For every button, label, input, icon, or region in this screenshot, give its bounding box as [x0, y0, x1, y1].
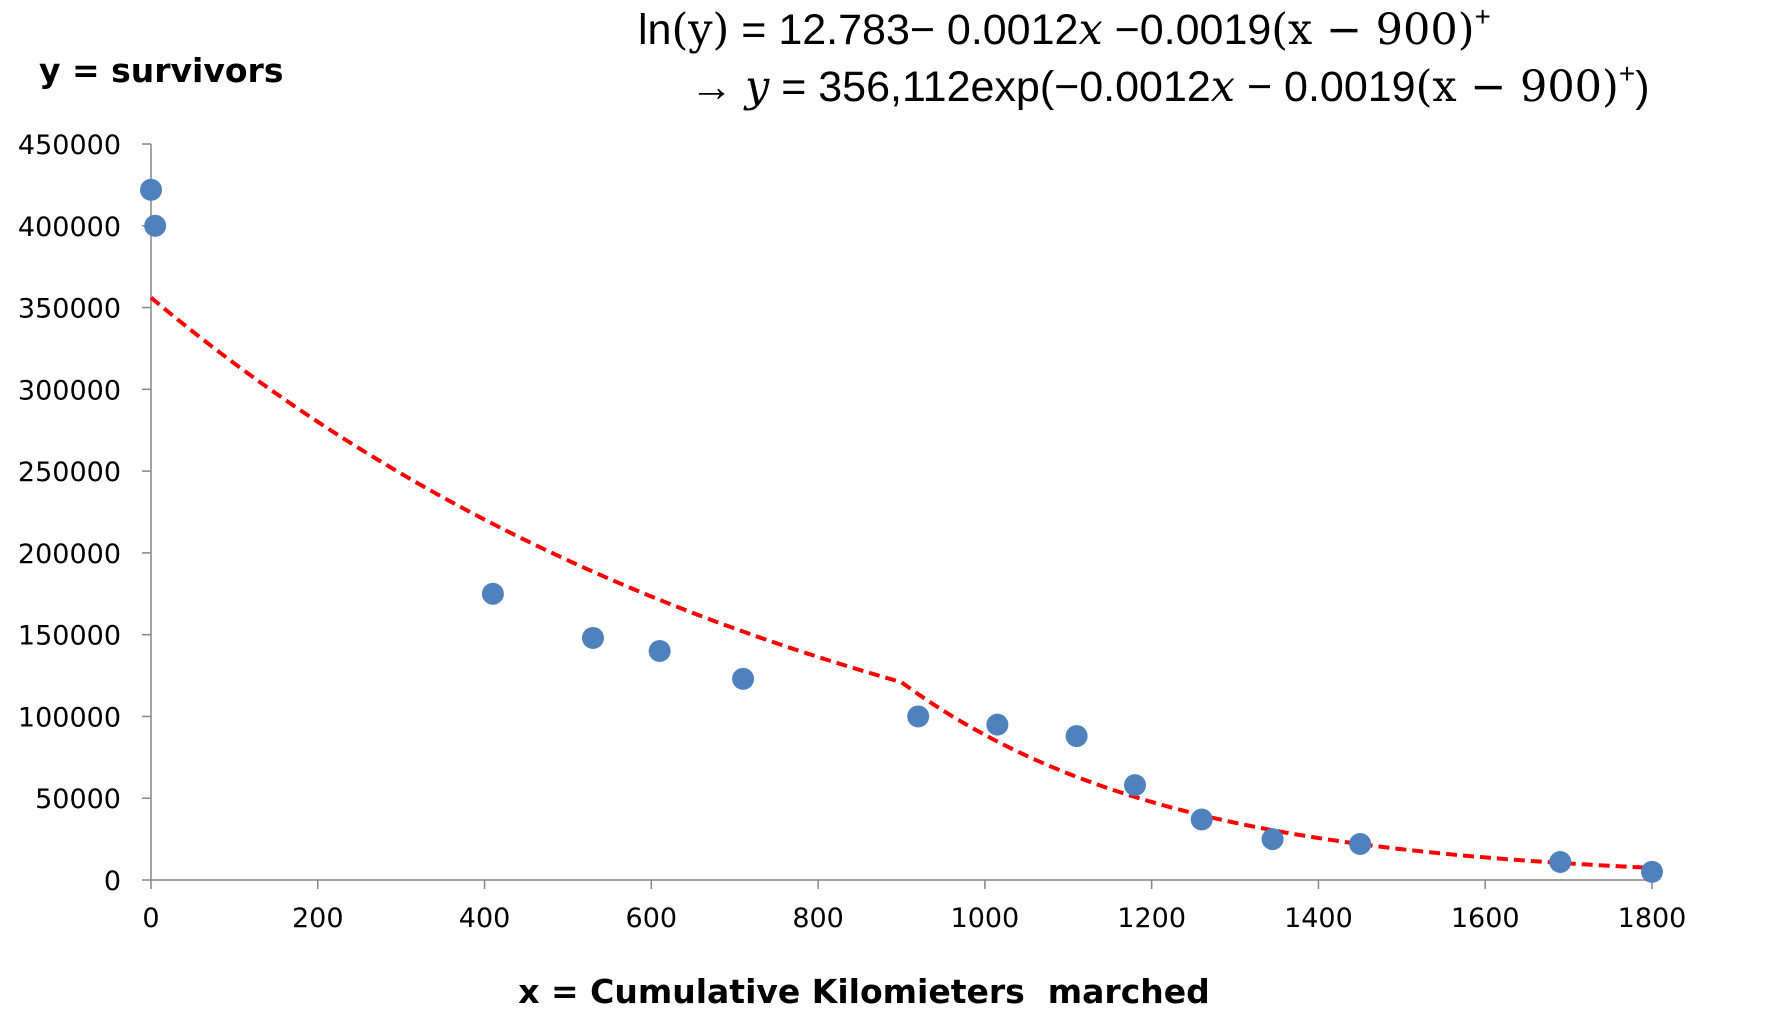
x-ticks: 0 200 400 600 800 1000 1200 1400 1600 1800: [142, 880, 1686, 934]
x-tick-label: 400: [459, 903, 511, 934]
y-tick-label: 450000: [18, 130, 121, 161]
x-tick-label: 1400: [1284, 903, 1353, 934]
y-tick-label: 100000: [18, 702, 121, 733]
y-axis-title: y = survivors: [39, 51, 283, 90]
data-point: [1123, 774, 1146, 797]
data-point: [1641, 860, 1663, 883]
x-tick-label: 1600: [1451, 903, 1520, 934]
eq2-sup: +: [1619, 58, 1635, 89]
eq2-paren: (x − 900): [1416, 62, 1619, 112]
eq1-sup: +: [1475, 1, 1491, 32]
x-tick-label: 1800: [1618, 903, 1687, 934]
eq1-coef2: −0.0019: [1103, 6, 1272, 54]
x-tick-label: 800: [792, 903, 844, 934]
y-tick-label: 300000: [18, 375, 121, 406]
eq2-close: ): [1635, 63, 1649, 111]
y-tick-label: 150000: [18, 621, 121, 652]
x-tick-label: 600: [626, 903, 678, 934]
data-point: [140, 178, 162, 201]
eq1-const: = 12.783− 0.0012: [729, 6, 1078, 54]
data-point: [648, 640, 671, 663]
y-ticks: 0 50000 100000 150000 200000 250000 300000 3500…: [18, 130, 151, 897]
eq2-eq: = 356,112exp(−0.0012: [769, 63, 1211, 111]
data-point: [481, 582, 504, 605]
x-tick-label: 1200: [1117, 903, 1186, 934]
y-tick-label: 400000: [18, 212, 121, 243]
x-tick-label: 200: [292, 903, 344, 934]
eq1-ln: ln: [638, 6, 671, 54]
fit-curve-layer: [149, 296, 1653, 870]
data-point: [144, 214, 167, 237]
equation-line-2: → y = 356,112exp(−0.0012x − 0.0019(x − 9…: [690, 58, 1650, 112]
data-points: [140, 178, 1663, 883]
data-point: [1065, 725, 1088, 748]
data-point: [1190, 808, 1213, 831]
eq2-arrow: →: [690, 63, 745, 111]
data-point: [986, 713, 1009, 736]
x-axis-title: x = Cumulative Kilomieters marched: [518, 972, 1210, 1011]
fit-curve: [149, 296, 1653, 870]
y-tick-label: 0: [104, 866, 121, 897]
eq2-x: x: [1211, 62, 1235, 112]
data-point: [1549, 851, 1572, 874]
eq1-y: (y): [671, 5, 729, 55]
equation-line-1: ln(y) = 12.783− 0.0012x −0.0019(x − 900)…: [638, 1, 1491, 55]
eq1-paren: (x − 900): [1271, 5, 1474, 55]
eq2-coef: − 0.0019: [1235, 63, 1416, 111]
data-point: [1349, 833, 1372, 856]
data-point: [732, 667, 755, 690]
data-point: [581, 626, 604, 649]
y-tick-label: 200000: [18, 539, 121, 570]
y-tick-label: 250000: [18, 457, 121, 488]
x-tick-label: 1000: [951, 903, 1020, 934]
data-point: [1261, 828, 1284, 851]
eq1-x: x: [1078, 5, 1102, 55]
eq2-y: y: [743, 62, 770, 112]
y-tick-label: 50000: [35, 784, 121, 815]
y-tick-label: 350000: [18, 294, 121, 325]
x-tick-label: 0: [142, 903, 159, 934]
data-point: [907, 705, 930, 728]
